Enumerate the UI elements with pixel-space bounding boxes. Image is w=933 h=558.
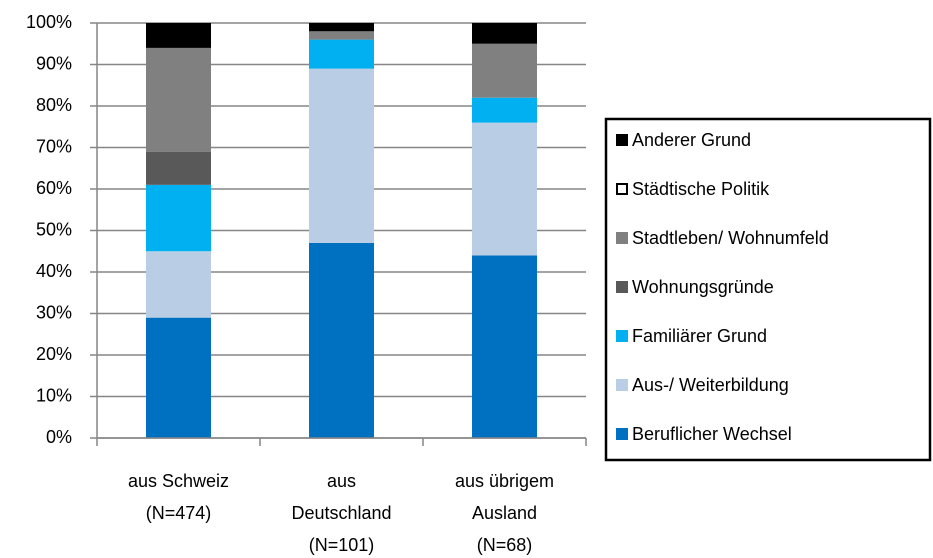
y-tick-label: 20% xyxy=(36,344,72,364)
bar-segment xyxy=(309,31,374,40)
y-tick-label: 80% xyxy=(36,95,72,115)
y-tick-label: 70% xyxy=(36,136,72,156)
bar-segment xyxy=(309,242,374,438)
bar-segment xyxy=(472,97,537,123)
legend-label: Anderer Grund xyxy=(632,130,751,150)
y-tick-label: 40% xyxy=(36,261,72,281)
bar-segment xyxy=(309,68,374,243)
bar-segment xyxy=(146,184,211,252)
bar-segment xyxy=(146,317,211,438)
x-tick-label: aus Schweiz (N=474) xyxy=(127,471,230,523)
legend-swatch xyxy=(616,379,628,391)
legend-label: Städtische Politik xyxy=(632,179,770,199)
bar-segment xyxy=(472,255,537,438)
bar-segment xyxy=(146,47,211,152)
legend-label: Beruflicher Wechsel xyxy=(632,424,792,444)
y-tick-label: 30% xyxy=(36,302,72,322)
x-tick-label: aus Deutschland (N=101) xyxy=(291,471,392,555)
bar-segment xyxy=(472,43,537,98)
legend-label: Wohnungsgründe xyxy=(632,277,774,297)
y-tick-label: 0% xyxy=(46,427,72,447)
bar-segment xyxy=(472,23,537,44)
y-tick-label: 100% xyxy=(26,12,72,32)
bar-segment xyxy=(309,23,374,32)
x-tick-label: aus übrigem Ausland (N=68) xyxy=(454,471,555,555)
legend-label: Familiärer Grund xyxy=(632,326,767,346)
bar-segment xyxy=(146,151,211,185)
y-tick-label: 50% xyxy=(36,219,72,239)
legend-swatch xyxy=(616,134,628,146)
bar-segment xyxy=(309,39,374,69)
legend-swatch xyxy=(616,232,628,244)
legend-swatch xyxy=(616,330,628,342)
legend-swatch xyxy=(616,183,628,195)
bar-segment xyxy=(472,122,537,256)
legend-box xyxy=(604,117,932,462)
y-tick-label: 90% xyxy=(36,53,72,73)
legend-label: Stadtleben/ Wohnumfeld xyxy=(632,228,829,248)
legend-label: Aus-/ Weiterbildung xyxy=(632,375,789,395)
bar-segment xyxy=(146,251,211,318)
bar-segment xyxy=(146,23,211,48)
legend-swatch xyxy=(616,281,628,293)
y-tick-label: 60% xyxy=(36,178,72,198)
y-tick-label: 10% xyxy=(36,385,72,405)
legend-swatch xyxy=(616,428,628,440)
